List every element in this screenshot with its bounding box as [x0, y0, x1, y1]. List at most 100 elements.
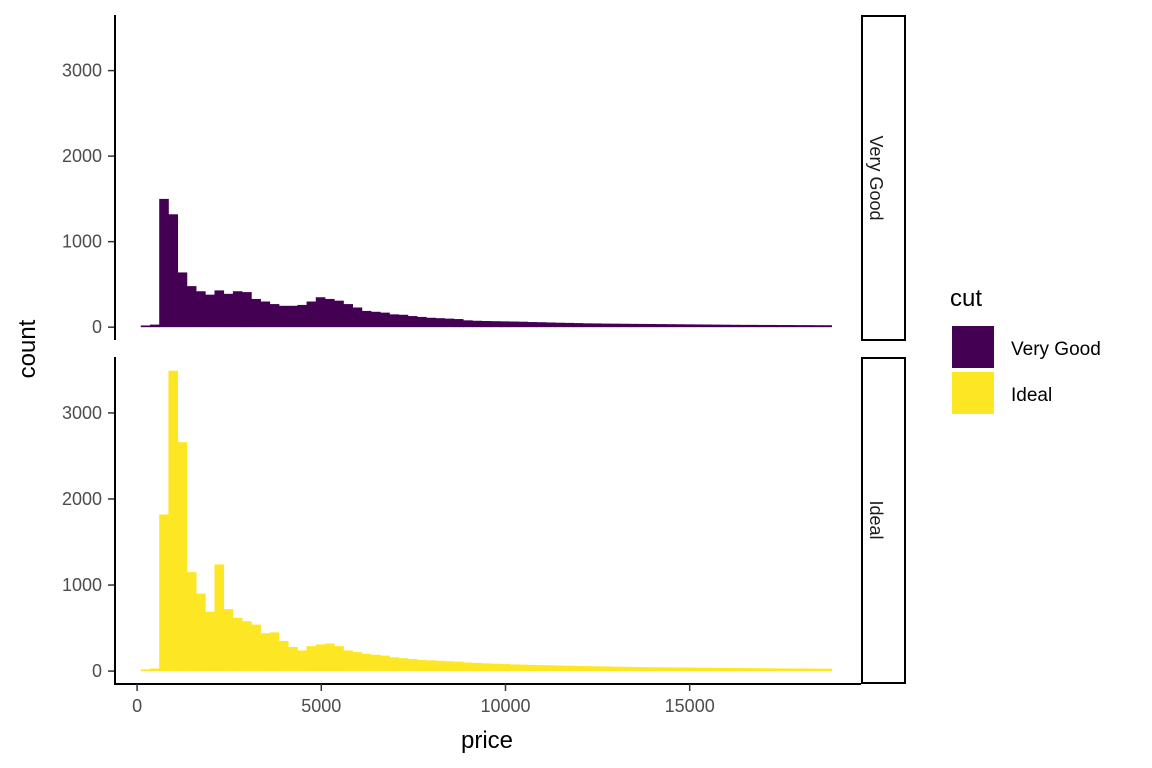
histogram-bar [518, 321, 528, 328]
x-axis-ticks: 0 5000 10000 15000 [132, 684, 715, 716]
y-tick-label: 2000 [62, 146, 102, 166]
histogram-bar [426, 660, 436, 672]
histogram-bar [628, 666, 639, 672]
histogram-bar [638, 323, 648, 328]
bars-very-good [140, 198, 832, 328]
histogram-bar [803, 668, 814, 672]
histogram-bar [748, 668, 759, 672]
histogram-bar [186, 572, 197, 672]
histogram-bar [674, 667, 685, 672]
histogram-bar [214, 564, 225, 672]
legend-title: cut [950, 285, 982, 312]
x-axis-title: price [461, 727, 513, 754]
histogram-bar [463, 320, 473, 328]
histogram-bar [260, 301, 271, 328]
legend-key-very-good [952, 326, 994, 368]
histogram-bar [785, 325, 796, 328]
histogram-bar [803, 325, 814, 328]
histogram-bar [776, 668, 786, 672]
histogram-bar [186, 286, 197, 328]
facet-panel-ideal: 0 1000 2000 3000 [62, 370, 832, 681]
histogram-bar [196, 593, 206, 672]
histogram-bar [453, 661, 464, 672]
histogram-bar [177, 442, 188, 672]
y-tick-label: 1000 [62, 575, 102, 595]
histogram-bar [324, 643, 335, 672]
histogram-bar [785, 668, 796, 672]
histogram-bar [674, 324, 685, 328]
histogram-bar [444, 661, 455, 672]
histogram-bar [380, 655, 390, 672]
x-tick-label: 0 [132, 696, 142, 716]
y-tick-label: 3000 [62, 61, 102, 81]
histogram-bar [417, 316, 427, 328]
histogram-bar [822, 325, 832, 328]
histogram-bar [656, 667, 667, 672]
histogram-bar [490, 663, 501, 672]
y-tick-label: 0 [92, 317, 102, 337]
histogram-bar [407, 316, 418, 328]
histogram-bar [665, 667, 676, 672]
histogram-bar [140, 669, 151, 672]
histogram-bar [168, 370, 179, 672]
histogram-bar [371, 654, 381, 672]
histogram-bar [748, 324, 759, 328]
histogram-bar [352, 307, 363, 328]
strip-box-very-good [861, 15, 906, 341]
histogram-bar [721, 667, 731, 672]
histogram-bar [343, 304, 354, 328]
legend-label-ideal: Ideal [1011, 385, 1052, 406]
histogram-bar [371, 311, 381, 328]
histogram-bar [177, 272, 188, 328]
histogram-bar [435, 660, 446, 672]
histogram-bar [315, 297, 326, 328]
histogram-bar [536, 322, 547, 328]
histogram-bar [794, 325, 805, 328]
histogram-bar [582, 666, 593, 672]
legend: cut Very Good Ideal [950, 285, 1101, 414]
y-axis-ticks-ideal: 0 1000 2000 3000 [62, 403, 115, 681]
histogram-bar [278, 305, 289, 328]
histogram-bar [721, 324, 731, 328]
histogram-bar [647, 324, 657, 328]
strip-label-ideal: Ideal [866, 500, 886, 539]
histogram-bar [223, 293, 234, 328]
histogram-bar [592, 666, 602, 672]
histogram-bar [490, 321, 501, 328]
histogram-bar [380, 312, 390, 328]
histogram-bar [684, 324, 694, 328]
x-tick-label: 5000 [301, 696, 341, 716]
histogram-bar [398, 314, 409, 328]
bars-ideal [140, 370, 832, 672]
histogram-bar [435, 318, 446, 328]
histogram-bar [150, 324, 160, 328]
histogram-bar [343, 650, 354, 672]
histogram-bar [499, 664, 510, 672]
legend-key-ideal [952, 372, 994, 414]
y-tick-label: 1000 [62, 232, 102, 252]
histogram-bar [472, 662, 482, 672]
histogram-bar [509, 664, 519, 672]
histogram-bar [168, 214, 179, 328]
histogram-bar [527, 322, 538, 328]
histogram-bar [813, 325, 823, 328]
y-tick-label: 2000 [62, 489, 102, 509]
histogram-bar [288, 647, 298, 672]
histogram-bar [150, 668, 160, 672]
histogram-bar [481, 663, 492, 672]
histogram-bar [656, 324, 667, 328]
histogram-bar [159, 198, 169, 328]
histogram-bar [297, 650, 307, 672]
histogram-bar [205, 611, 215, 672]
histogram-bar [288, 305, 298, 328]
histogram-bar [730, 324, 740, 328]
histogram-bar [693, 324, 703, 328]
histogram-bar [444, 318, 455, 328]
histogram-bar [352, 652, 363, 672]
histogram-bar [546, 322, 556, 328]
histogram-bar [711, 667, 722, 672]
histogram-bar [251, 298, 261, 328]
histogram-bar [251, 624, 261, 672]
histogram-bar [592, 323, 602, 328]
y-tick-label: 3000 [62, 403, 102, 423]
